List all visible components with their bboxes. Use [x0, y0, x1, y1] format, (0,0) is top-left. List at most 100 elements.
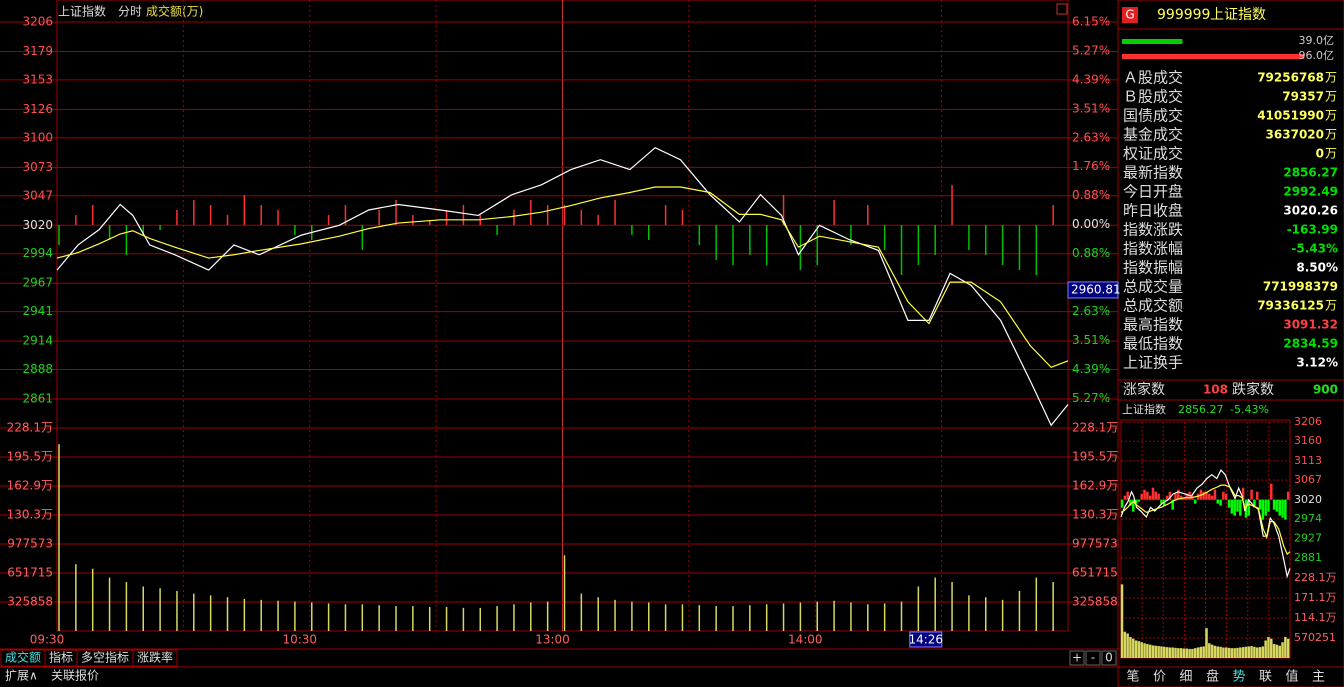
row-value: 0 — [1316, 147, 1324, 161]
button[interactable] — [1085, 650, 1101, 666]
y-tick-label: 325858 — [7, 594, 53, 608]
row-label: 今日开盘 — [1123, 183, 1183, 201]
row-value: 3637020 — [1266, 128, 1324, 142]
row-value: 3020.26 — [1283, 204, 1338, 218]
mini-tick: 3067 — [1294, 473, 1322, 486]
y-tick-label: 2888 — [22, 362, 53, 376]
crosshair-box — [1067, 281, 1119, 299]
mini-tick: 2881 — [1294, 551, 1322, 564]
tab[interactable] — [132, 649, 178, 667]
y2-tick-label: 5.27% — [1072, 391, 1110, 405]
button[interactable] — [1069, 650, 1085, 666]
mini-tick: 2974 — [1294, 512, 1322, 525]
y-tick-label: 3153 — [22, 72, 53, 86]
row-value: 2834.59 — [1283, 337, 1338, 351]
x-tick-label: 14:00 — [788, 633, 823, 647]
side-tab[interactable]: 联 — [1259, 670, 1272, 685]
y2-tick-label: 4.39% — [1072, 362, 1110, 376]
y2-tick-label: 130.3万 — [1072, 508, 1118, 522]
row-label: 权证成交 — [1123, 145, 1183, 163]
tab-label: 成交额 — [5, 650, 41, 665]
header-index: 上证指数 — [58, 4, 106, 19]
ext-tab[interactable]: 关联报价 — [51, 668, 99, 683]
buy-bar — [1122, 39, 1183, 44]
y2-tick-label: 4.39% — [1072, 73, 1110, 87]
row-label: Ａ股成交 — [1123, 69, 1183, 87]
side-tab[interactable]: 势 — [1232, 669, 1245, 685]
y-tick-label: 651715 — [7, 565, 53, 579]
y-tick-label: 3073 — [22, 160, 53, 174]
ext-tab[interactable]: 扩展∧ — [5, 669, 38, 683]
row-value: 771998379 — [1263, 280, 1338, 294]
row-label: 指数涨幅 — [1123, 240, 1183, 258]
price-line — [56, 146, 1069, 427]
x-tick-label: 09:30 — [30, 633, 65, 647]
mini-title: 上证指数 — [1122, 402, 1166, 416]
y-tick-label: 3206 — [22, 15, 53, 29]
x-tick-label: 10:30 — [282, 633, 317, 647]
row-value: 2856.27 — [1283, 166, 1338, 180]
crosshair-label: 2960.81 — [1071, 282, 1121, 296]
y2-tick-label: 195.5万 — [1072, 450, 1118, 464]
row-value: 79357 — [1282, 90, 1324, 104]
row-label: 昨日收盘 — [1123, 202, 1183, 220]
tab-label: 涨跌率 — [137, 650, 173, 665]
mini-tick: 228.1万 — [1294, 571, 1337, 584]
side-tab[interactable]: 主 — [1312, 670, 1325, 685]
badge-bg — [1122, 7, 1138, 23]
button-label: + — [1072, 651, 1082, 665]
row-label: 总成交量 — [1123, 278, 1183, 296]
header-metric: 成交额(万) — [146, 4, 203, 19]
y2-tick-label: 5.27% — [1072, 44, 1110, 58]
tab-label: 指标 — [49, 650, 73, 665]
y-tick-label: 2861 — [22, 392, 53, 406]
y-tick-label: 195.5万 — [7, 450, 53, 464]
y2-tick-label: 3.51% — [1072, 333, 1110, 347]
y-tick-label: 2941 — [22, 304, 53, 318]
y2-tick-label: 0.88% — [1072, 188, 1110, 202]
row-value: 2992.49 — [1283, 185, 1338, 199]
row-unit: 万 — [1325, 71, 1337, 85]
max-button[interactable] — [1056, 3, 1068, 15]
y2-tick-label: 2.63% — [1072, 304, 1110, 318]
row-value: 3091.32 — [1283, 318, 1338, 332]
y2-tick-label: 325858 — [1072, 594, 1118, 608]
mini-tick: 2927 — [1294, 532, 1322, 545]
side-tab[interactable]: 笔 — [1126, 669, 1139, 685]
y-tick-label: 2994 — [22, 246, 53, 260]
mini-tick: 3113 — [1294, 454, 1322, 467]
row-unit: 万 — [1325, 147, 1337, 161]
y-tick-label: 3047 — [22, 188, 53, 202]
decline: 900 — [1313, 383, 1338, 397]
row-label: 国债成交 — [1123, 107, 1183, 125]
header-mode: 分时 — [118, 5, 142, 19]
y-tick-label: 3126 — [22, 102, 53, 116]
row-label: 最低指数 — [1123, 335, 1183, 353]
row-unit: 万 — [1325, 109, 1337, 123]
price-line — [56, 186, 1069, 369]
y2-tick-label: 2.63% — [1072, 131, 1110, 145]
row-label: 基金成交 — [1123, 126, 1183, 144]
row-unit: 万 — [1325, 299, 1337, 313]
sell-label: 96.0亿 — [1299, 49, 1335, 62]
mini-tick: 3020 — [1294, 493, 1322, 506]
side-tab[interactable]: 盘 — [1206, 669, 1219, 685]
row-label: 总成交额 — [1123, 297, 1183, 315]
y2-tick-label: 977573 — [1072, 536, 1118, 550]
decline-label: 跌家数 — [1232, 381, 1274, 398]
side-tab[interactable]: 细 — [1179, 670, 1192, 685]
mini-tick: 171.1万 — [1294, 591, 1337, 604]
row-value: 8.50% — [1296, 261, 1338, 275]
code: 999999 — [1157, 7, 1210, 23]
cursor-label: 14:26 — [908, 633, 943, 647]
advance-label: 涨家数 — [1123, 381, 1165, 398]
y-tick-label: 162.9万 — [7, 479, 53, 493]
button[interactable] — [1101, 650, 1117, 666]
row-value: -163.99 — [1287, 223, 1338, 237]
y-tick-label: 2967 — [22, 276, 53, 290]
sell-bar — [1122, 54, 1305, 59]
side-tab[interactable]: 价 — [1153, 670, 1166, 685]
row-value: -5.43% — [1291, 242, 1338, 256]
side-tab[interactable]: 值 — [1285, 669, 1298, 685]
row-value: 3.12% — [1296, 356, 1338, 370]
